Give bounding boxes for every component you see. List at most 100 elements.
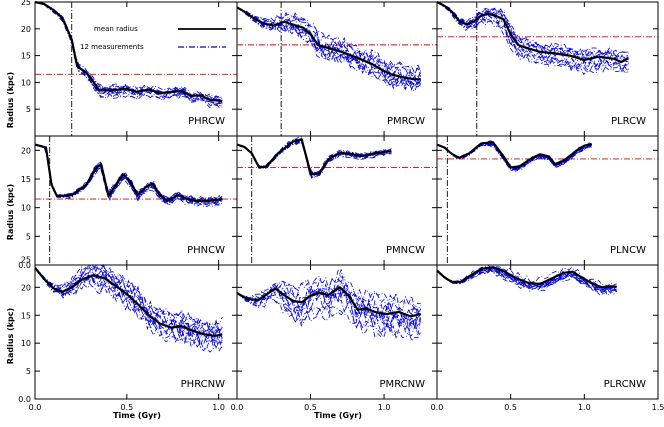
measurement-line-pmrcnw-4 [236, 287, 422, 331]
legend-meas-label: 12 measurements [80, 43, 144, 51]
ylabel-top: Radius (kpc) [6, 72, 15, 128]
legend: mean radius 12 measurements [80, 25, 226, 51]
xtick-label-0: 0.0 [29, 403, 42, 412]
xtick-label-5: 1.0 [378, 403, 391, 412]
ytick-label-phrcnw-5: 25 [21, 255, 31, 264]
xtick-label-1: 0.5 [120, 403, 133, 412]
measurements-phncw [34, 144, 223, 208]
ytick-label-phrcw-0: 5 [26, 105, 31, 114]
measurement-line-pmncw-5 [236, 141, 392, 179]
measurement-line-plncw-8 [436, 141, 592, 170]
mean-radius-line-plrcw [436, 1, 629, 64]
panel-pmncw: PMNCW [236, 135, 438, 266]
measurement-line-pmrcnw-12 [236, 283, 422, 321]
measurement-line-pmncw-10 [236, 138, 392, 176]
mean-radius-line-phncw [34, 143, 223, 202]
ytick-label-phrcnw-1: 5 [26, 367, 31, 376]
measurement-line-phncw-7 [34, 144, 223, 201]
ytick-label-phncw-2: 10 [21, 204, 31, 213]
ylabel-mid: Radius (kpc) [6, 184, 15, 240]
ytick-label-phrcnw-3: 15 [21, 311, 31, 320]
measurement-line-pmncw-1 [236, 139, 392, 177]
xtick-label-6: 0.0 [431, 403, 444, 412]
measurement-line-phncw-6 [34, 144, 223, 203]
measurement-line-phncw-3 [34, 144, 223, 202]
panel-phrcw: PHRCW 5 10 15 20 25 [21, 0, 238, 137]
panel-phncw: PHNCW 0.0 5 10 15 20 [18, 135, 238, 270]
panel-label-phncw: PHNCW [187, 245, 225, 256]
measurement-line-phncw-9 [34, 144, 223, 202]
xtick-label-8: 1.0 [578, 403, 591, 412]
measurement-line-pmncw-9 [236, 136, 392, 174]
measurement-line-plrcnw-11 [436, 268, 618, 294]
measurement-line-plrcw-8 [436, 1, 629, 65]
measurement-line-pmrcw-9 [236, 7, 422, 77]
measurement-line-phncw-12 [34, 144, 223, 202]
measurement-line-pmrcnw-11 [236, 290, 422, 335]
ytick-label-phrcw-2: 15 [21, 52, 31, 61]
panel-label-plrcw: PLRCW [611, 116, 646, 127]
panel-plrcw: PLRCW [436, 1, 659, 137]
panel-label-plncw: PLNCW [610, 245, 646, 256]
ytick-label-phrcnw-4: 20 [21, 283, 31, 292]
measurements-phrcnw [34, 263, 223, 353]
measurement-line-pmncw-8 [236, 138, 392, 176]
measurement-line-phrcnw-7 [34, 266, 223, 339]
panel-phrcnw: PHRCNW 0.0 5 10 15 20 25 [18, 255, 238, 404]
xlabel-left: Time (Gyr) [113, 411, 161, 420]
measurements-pmncw [236, 136, 392, 179]
measurement-line-pmrcw-2 [236, 7, 422, 81]
measurement-line-phrcnw-9 [34, 267, 223, 339]
measurement-line-plrcw-2 [436, 1, 629, 75]
ticks-phrcnw [34, 265, 237, 400]
panel-plncw: PLNCW [436, 135, 659, 266]
ytick-label-phncw-0: 0.0 [18, 261, 31, 270]
xtick-label-7: 0.5 [504, 403, 517, 412]
panel-pmrcw: PMRCW [236, 1, 438, 137]
xtick-label-3: 0.0 [231, 403, 244, 412]
ticks-pmrcnw [236, 265, 437, 400]
measurement-line-pmrcw-11 [236, 7, 422, 92]
panel-pmrcnw: PMRCNW [236, 264, 438, 400]
panel-label-phrcnw: PHRCNW [181, 379, 225, 390]
measurement-line-pmncw-12 [236, 137, 392, 176]
measurement-line-plrcnw-12 [436, 267, 618, 292]
measurement-line-pmrcw-3 [236, 7, 422, 78]
measurement-line-phrcnw-8 [34, 267, 223, 347]
measurement-line-phrcnw-11 [34, 267, 223, 353]
mean-radius-line-phrcnw [34, 267, 223, 337]
measurement-line-phncw-5 [34, 144, 223, 208]
measurement-line-phncw-2 [34, 144, 223, 204]
measurement-line-plrcnw-10 [436, 267, 617, 289]
measurement-line-pmrcw-6 [236, 7, 422, 90]
ytick-label-phncw-1: 5 [26, 232, 31, 241]
xtick-label-4: 0.5 [304, 403, 317, 412]
ytick-label-phrcw-3: 20 [21, 25, 31, 34]
mean-radius-line-pmrcw [236, 6, 421, 81]
mean-radius-line-plrcnw [436, 266, 617, 289]
ytick-label-phncw-4: 20 [21, 146, 31, 155]
measurement-line-plrcnw-3 [436, 268, 617, 292]
measurement-line-plrcw-6 [436, 1, 629, 76]
measurement-line-plncw-1 [436, 141, 592, 169]
measurement-line-pmrcnw-9 [236, 269, 422, 311]
ticks-plrcnw [436, 265, 659, 400]
measurement-line-phrcw-12 [34, 1, 223, 102]
panel-label-pmncw: PMNCW [386, 245, 425, 256]
measurement-line-pmncw-6 [236, 140, 392, 176]
measurement-line-pmncw-7 [236, 142, 392, 179]
panel-label-pmrcw: PMRCW [387, 116, 425, 127]
measurement-line-phncw-8 [34, 144, 223, 204]
ytick-label-phncw-3: 15 [21, 175, 31, 184]
measurement-line-plrcw-12 [436, 1, 629, 73]
measurement-line-plncw-3 [436, 140, 592, 170]
ytick-label-phrcw-4: 25 [21, 0, 31, 7]
xtick-label-2: 1.0 [212, 403, 225, 412]
measurement-line-phrcw-3 [34, 1, 223, 109]
ytick-label-phrcw-1: 10 [21, 78, 31, 87]
measurement-line-plrcw-1 [436, 1, 629, 59]
measurement-line-phrcnw-5 [34, 267, 223, 350]
panel-frame-plrcnw [436, 264, 659, 400]
legend-mean-label: mean radius [94, 25, 138, 33]
